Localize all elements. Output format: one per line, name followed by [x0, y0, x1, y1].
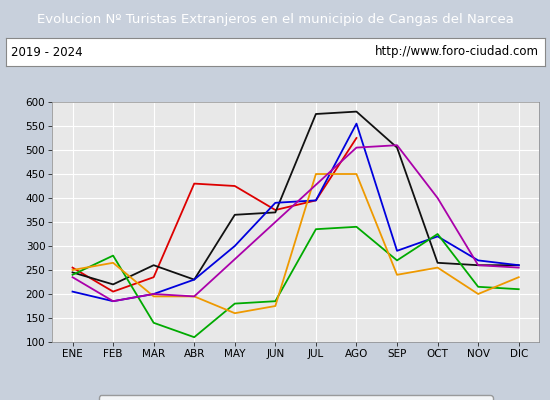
Text: http://www.foro-ciudad.com: http://www.foro-ciudad.com — [375, 46, 539, 58]
Legend: 2024, 2023, 2022, 2021, 2020, 2019: 2024, 2023, 2022, 2021, 2020, 2019 — [98, 395, 493, 400]
Text: Evolucion Nº Turistas Extranjeros en el municipio de Cangas del Narcea: Evolucion Nº Turistas Extranjeros en el … — [36, 12, 514, 26]
Text: 2019 - 2024: 2019 - 2024 — [11, 46, 82, 58]
